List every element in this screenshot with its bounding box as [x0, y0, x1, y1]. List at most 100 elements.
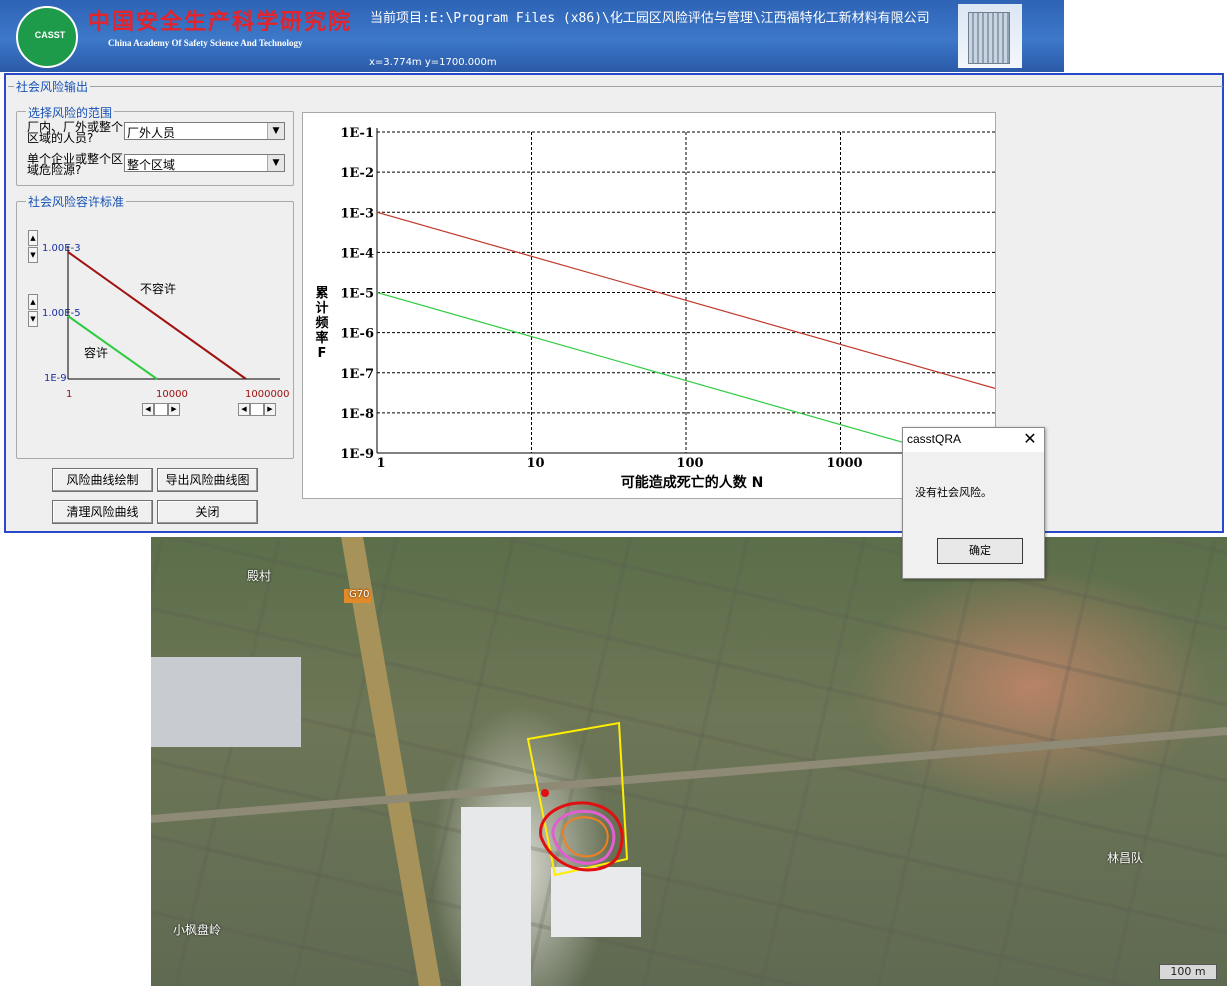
dialog-message: 没有社会风险。 — [915, 486, 992, 499]
scroll-thumb[interactable] — [154, 403, 168, 416]
y-tick-label: 1E-5 — [340, 287, 374, 302]
y-tick-label: 1E-8 — [340, 407, 374, 422]
dialog-title: casstQRA — [907, 432, 962, 446]
spin-down-icon[interactable]: ▼ — [28, 311, 38, 327]
spin-down-icon[interactable]: ▼ — [28, 247, 38, 263]
mini-x-start-label: 1 — [66, 389, 73, 400]
expressway-road — [341, 537, 441, 986]
clear-risk-curve-button[interactable]: 清理风险曲线 — [52, 500, 153, 524]
risk-criteria-group — [16, 201, 294, 459]
y-axis-label-char: F — [318, 346, 327, 361]
ok-button[interactable]: 确定 — [937, 538, 1023, 564]
y-tick-label: 1E-1 — [340, 126, 374, 141]
building-icon — [968, 12, 1010, 64]
village-label-top: 殿村 — [247, 569, 272, 583]
window-divider — [8, 86, 1223, 87]
warehouse-building — [551, 867, 641, 937]
dialog-titlebar[interactable]: casstQRA ✕ — [903, 428, 1044, 452]
export-risk-curve-button[interactable]: 导出风险曲线图 — [157, 468, 258, 492]
window-title: 社会风险输出 — [14, 78, 91, 95]
close-button[interactable]: 关闭 — [157, 500, 258, 524]
intolerable-line — [67, 251, 247, 380]
plant-boundary — [526, 721, 629, 877]
y-axis-label-char: 累 — [315, 285, 328, 301]
criteria-mini-chart — [67, 246, 280, 380]
satellite-map[interactable]: G70 殿村 林昌队 小枫盘岭 — [151, 537, 1227, 986]
personnel-scope-select[interactable]: 厂外人员 ▼ — [124, 122, 285, 140]
lower-limit-spinner[interactable]: ▲ ▼ — [28, 294, 38, 328]
scroll-thumb[interactable] — [250, 403, 264, 416]
q1-label-line2: 区域的人员? — [27, 131, 94, 145]
tolerable-x-scroller[interactable]: ◀ ▶ — [142, 403, 180, 416]
project-label: 当前项目: — [370, 11, 430, 26]
scroll-left-icon[interactable]: ◀ — [238, 403, 250, 416]
q1-label-line1: 厂内、厂外或整个 — [27, 120, 124, 134]
road-shield — [344, 589, 371, 603]
q2-label-line2: 域危险源? — [27, 163, 82, 177]
hazard-scope-select[interactable]: 整个区域 ▼ — [124, 154, 285, 172]
warehouse-building — [461, 807, 531, 986]
y-tick-label: 1E-2 — [340, 166, 374, 181]
y-tick-label: 1E-7 — [340, 367, 374, 382]
project-path: E:\Program Files (x86)\化工园区风险评估与管理\江西福特化… — [429, 11, 930, 26]
hazard-scope-value: 整个区域 — [127, 158, 176, 172]
map-margin — [0, 537, 151, 986]
x-axis-label: 可能造成死亡的人数 N — [621, 474, 764, 491]
plot-risk-curve-button[interactable]: 风险曲线绘制 — [52, 468, 153, 492]
spin-up-icon[interactable]: ▲ — [28, 230, 38, 246]
risk-range-group — [16, 111, 294, 186]
x-tick-label: 100 — [676, 456, 703, 471]
q2-label-line1: 单个企业或整个区 — [27, 152, 124, 166]
village-label-right: 林昌队 — [1107, 851, 1144, 865]
org-name-chinese: 中国安全生产科学研究院 — [88, 9, 353, 35]
main-road — [151, 727, 1227, 823]
village-label-bottom: 小枫盘岭 — [173, 923, 222, 937]
mini-y-min-label: 1E-9 — [44, 373, 67, 384]
risk-contour-magenta — [551, 809, 616, 865]
map-scale-bar: 100 m — [1159, 964, 1217, 980]
risk-criteria-group-title: 社会风险容许标准 — [26, 193, 127, 210]
spin-up-icon[interactable]: ▲ — [28, 294, 38, 310]
road-label: G70 — [349, 589, 370, 600]
fn-curve-chart: 1E-1 1E-2 1E-3 1E-4 1E-5 1E-6 1E-7 1E-8 1E-91 10 1… — [315, 126, 996, 491]
cursor-coordinates: x=3.774m y=1700.000m — [369, 57, 497, 68]
map-overlay — [151, 537, 1227, 986]
y-tick-label: 1E-4 — [340, 246, 374, 261]
scroll-left-icon[interactable]: ◀ — [142, 403, 154, 416]
mini-x-mid-label: 10000 — [156, 389, 188, 400]
personnel-scope-value: 厂外人员 — [127, 126, 176, 140]
casst-logo: CASST — [16, 6, 78, 68]
lower-limit-value: 1.00E-5 — [42, 308, 81, 319]
y-tick-label: 1E-9 — [340, 447, 374, 462]
close-icon[interactable]: ✕ — [1023, 429, 1037, 448]
upper-limit-value: 1.00E-3 — [42, 243, 81, 254]
chevron-down-icon[interactable]: ▼ — [267, 123, 284, 139]
y-axis-label-char: 频 — [315, 315, 328, 331]
mini-x-end-label: 1000000 — [245, 389, 290, 400]
org-name-english: China Academy Of Safety Science And Tech… — [108, 38, 303, 48]
y-axis-label-char: 率 — [315, 330, 328, 346]
y-tick-label: 1E-3 — [340, 206, 374, 221]
x-tick-label: 1 — [376, 456, 385, 471]
chevron-down-icon[interactable]: ▼ — [267, 155, 284, 171]
scroll-right-icon[interactable]: ▶ — [264, 403, 276, 416]
risk-range-group-title: 选择风险的范围 — [26, 104, 115, 121]
x-tick-label: 10 — [526, 456, 544, 471]
series-line — [376, 211, 996, 389]
message-dialog[interactable]: casstQRA ✕ 没有社会风险。 确定 — [902, 427, 1045, 579]
y-axis-label-char: 计 — [315, 300, 328, 316]
current-project: 当前项目:E:\Program Files (x86)\化工园区风险评估与管理\… — [370, 7, 930, 26]
series-line — [376, 291, 996, 470]
risk-contour-orange — [561, 816, 609, 858]
tolerable-line — [67, 315, 158, 380]
intolerable-label: 不容许 — [140, 282, 177, 296]
building-image — [958, 4, 1022, 68]
intolerable-x-scroller[interactable]: ◀ ▶ — [238, 403, 276, 416]
risk-contour-red — [539, 801, 624, 872]
fn-curve-panel — [302, 112, 996, 499]
upper-limit-spinner[interactable]: ▲ ▼ — [28, 230, 38, 264]
y-tick-label: 1E-6 — [340, 327, 374, 342]
factory-building — [151, 657, 301, 747]
scroll-right-icon[interactable]: ▶ — [168, 403, 180, 416]
logo-text: CASST — [34, 30, 66, 40]
